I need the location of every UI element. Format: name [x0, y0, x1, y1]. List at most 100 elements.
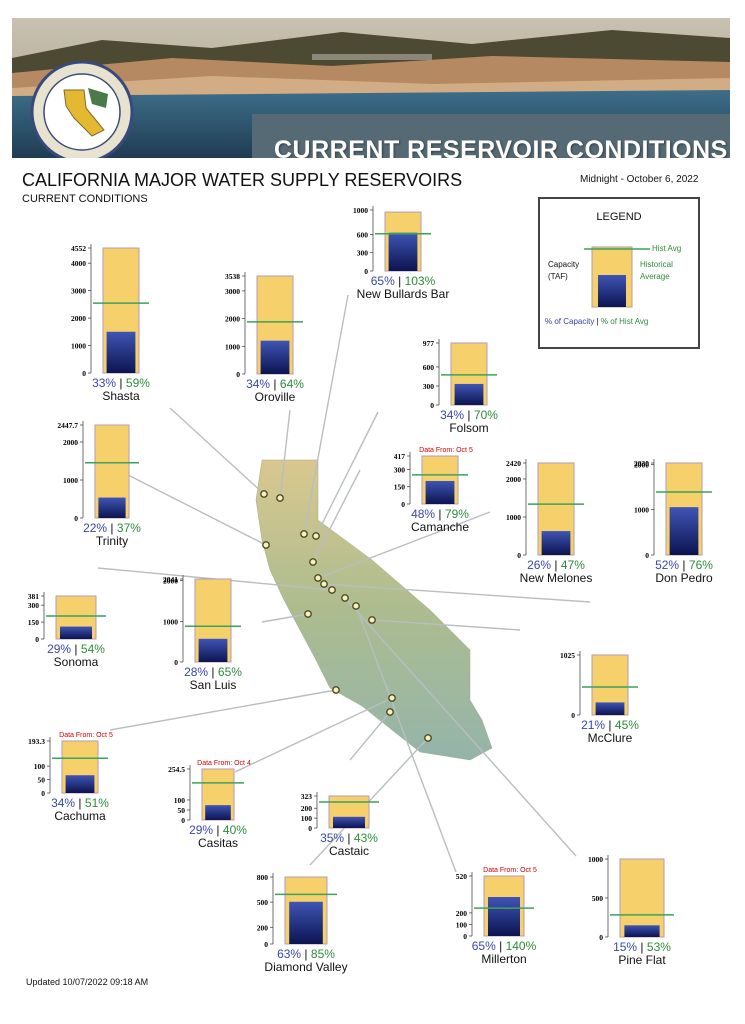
separator-cachuma: |: [75, 796, 85, 810]
pct-capacity-new-melones: 26%: [527, 558, 552, 572]
legend-historical-average-label: Historical Average: [640, 259, 673, 283]
tick-label-casitas: 50: [178, 806, 186, 815]
data-note-camanche: Data From: Oct 5: [419, 447, 473, 454]
pct-hist-avg-san-luis: 65%: [217, 665, 242, 679]
storage-bar-pine-flat: [624, 925, 660, 937]
chart-shasta: 0 1000 2000 3000 4000 4552: [71, 244, 149, 378]
tick-label-shasta: 3000: [71, 287, 86, 296]
tick-label-don-pedro: 0: [645, 551, 649, 560]
percent-label-cachuma: 34% | 51%: [51, 796, 109, 810]
pct-capacity-millerton: 65%: [471, 939, 496, 953]
chart-folsom: 0 300 600 977: [423, 339, 497, 410]
leader-line-millerton: [355, 605, 457, 873]
tick-label-san-luis: 2041: [163, 575, 178, 584]
storage-bar-castaic: [333, 816, 365, 828]
pct-hist-avg-diamond-valley: 85%: [310, 947, 335, 961]
reservoir-marker-mcclure: [368, 616, 376, 624]
pct-hist-avg-shasta: 59%: [125, 376, 150, 390]
leader-line-camanche: [312, 469, 361, 563]
pct-capacity-diamond-valley: 63%: [277, 947, 302, 961]
tick-label-castaic: 200: [301, 804, 313, 813]
chart-pine-flat: 0 500 1000: [588, 855, 674, 942]
reservoir-name-camanche: Camanche: [410, 520, 470, 534]
tick-label-folsom: 300: [423, 382, 435, 391]
tick-label-casitas: 254.5: [168, 765, 185, 774]
tick-label-new-melones: 0: [517, 551, 521, 560]
data-note-casitas: Data From: Oct 4: [197, 760, 251, 767]
tick-label-new-melones: 2000: [506, 475, 521, 484]
tick-label-sonoma: 150: [28, 618, 40, 627]
percent-label-millerton: 65% | 140%: [472, 939, 537, 953]
tick-label-pine-flat: 1000: [588, 855, 603, 864]
tick-label-new-bullards-bar: 0: [364, 267, 368, 276]
tick-label-pine-flat: 500: [592, 894, 604, 903]
chart-millerton: 0 100 200 520: [456, 872, 534, 941]
tick-label-shasta: 0: [82, 369, 86, 378]
tick-label-millerton: 520: [456, 872, 468, 881]
separator-mcclure: |: [605, 718, 615, 732]
tick-label-don-pedro: 2000: [634, 460, 649, 469]
pct-hist-avg-don-pedro: 76%: [688, 558, 713, 572]
tick-label-castaic: 323: [301, 792, 313, 801]
reservoir-marker-new-bullards-bar: [300, 530, 308, 538]
tick-label-castaic: 0: [308, 824, 312, 833]
tick-label-camanche: 150: [394, 483, 406, 492]
storage-bar-oroville: [260, 340, 290, 374]
storage-bar-camanche: [425, 480, 455, 504]
reservoir-name-shasta: Shasta: [102, 389, 140, 403]
tick-label-shasta: 2000: [71, 314, 86, 323]
leader-line-new-melones: [317, 511, 491, 579]
reservoir-name-mcclure: McClure: [587, 731, 633, 745]
pct-hist-avg-millerton: 140%: [505, 939, 537, 953]
storage-bar-casitas: [205, 805, 231, 820]
tick-label-sonoma: 0: [35, 635, 39, 644]
tick-label-oroville: 3538: [225, 272, 240, 281]
pct-hist-avg-folsom: 70%: [473, 408, 498, 422]
tick-label-trinity: 1000: [63, 476, 78, 485]
tick-label-cachuma: 193.3: [28, 737, 45, 746]
reservoir-marker-cachuma: [332, 686, 340, 694]
tick-label-new-melones: 2420: [506, 459, 521, 468]
leader-line-cachuma: [109, 689, 337, 731]
percent-label-new-melones: 26% | 47%: [527, 558, 585, 572]
reservoir-marker-oroville: [276, 494, 284, 502]
data-note-millerton: Data From: Oct 5: [483, 867, 537, 874]
chart-oroville: 0 1000 2000 3000 3538: [225, 272, 303, 379]
legend-pct-capacity: % of Capacity: [545, 317, 595, 326]
leader-line-new-bullards-bar: [303, 294, 349, 535]
pct-hist-avg-oroville: 64%: [279, 377, 304, 391]
pct-capacity-casitas: 29%: [189, 823, 214, 837]
percent-label-camanche: 48% | 79%: [411, 507, 469, 521]
pct-capacity-don-pedro: 52%: [655, 558, 680, 572]
tick-label-cachuma: 50: [38, 776, 46, 785]
tick-label-shasta: 4000: [71, 259, 86, 268]
tick-label-folsom: 0: [430, 401, 434, 410]
tick-label-new-bullards-bar: 1000: [353, 206, 368, 215]
legend: LEGEND Capacity (TAF) Hist Avg Historica…: [538, 197, 700, 349]
tick-label-shasta: 1000: [71, 342, 86, 351]
pct-capacity-trinity: 22%: [83, 521, 108, 535]
storage-bar-diamond-valley: [289, 901, 323, 944]
storage-bar-don-pedro: [669, 507, 699, 555]
leader-line-folsom: [315, 411, 379, 537]
storage-bar-cachuma: [65, 775, 95, 793]
reservoir-name-cachuma: Cachuma: [54, 809, 106, 823]
pct-capacity-pine-flat: 15%: [613, 940, 638, 954]
chart-diamond-valley: 0 200 500 800: [257, 873, 337, 949]
reservoir-name-millerton: Millerton: [481, 952, 527, 966]
tick-label-trinity: 2447.7: [57, 421, 78, 430]
reservoir-name-new-bullards-bar: New Bullards Bar: [356, 287, 450, 301]
tick-label-cachuma: 0: [41, 789, 45, 798]
legend-separator: |: [596, 317, 599, 326]
tick-label-pine-flat: 0: [599, 933, 603, 942]
reservoir-marker-shasta: [260, 490, 268, 498]
tick-label-new-bullards-bar: 600: [357, 230, 369, 239]
separator-castaic: |: [344, 831, 354, 845]
tick-label-millerton: 0: [463, 932, 467, 941]
pct-hist-avg-new-bullards-bar: 103%: [404, 274, 436, 288]
legend-sample-bar: [584, 246, 650, 308]
separator-new-bullards-bar: |: [394, 274, 405, 288]
storage-bar-shasta: [106, 331, 136, 373]
